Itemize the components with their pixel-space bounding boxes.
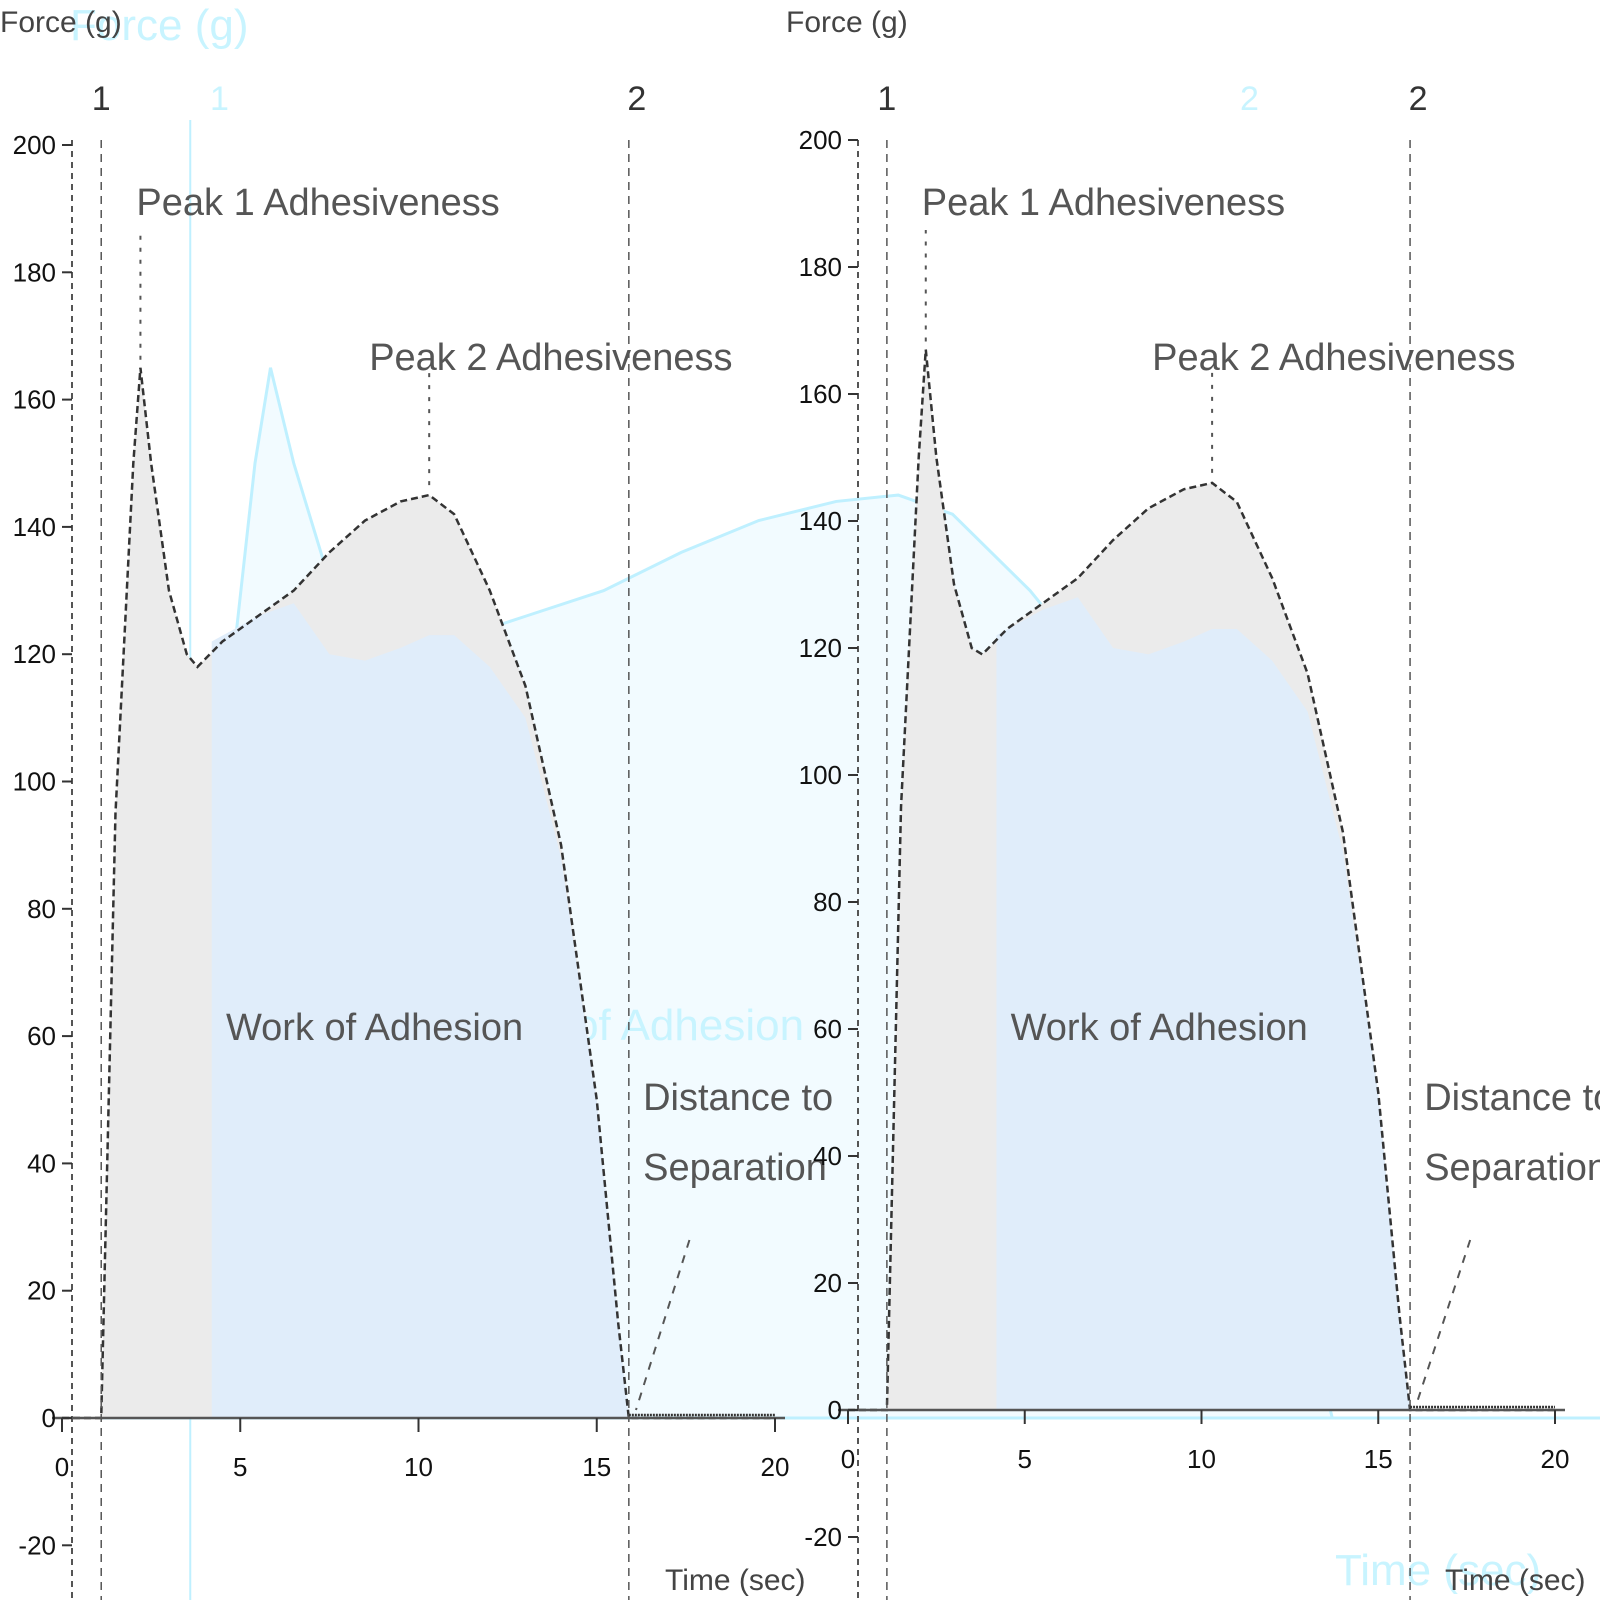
left-peak1-label: Peak 1 Adhesiveness bbox=[136, 182, 499, 224]
right-marker-1: 1 bbox=[877, 80, 896, 118]
left-marker-1: 1 bbox=[92, 80, 111, 118]
left-y-tick-label: 200 bbox=[13, 130, 56, 160]
left-x-tick-label: 10 bbox=[404, 1452, 433, 1482]
right-x-tick-label: 10 bbox=[1187, 1444, 1216, 1474]
left-distance-label-line2: Separation bbox=[643, 1147, 827, 1189]
left-y-tick-label: 0 bbox=[42, 1403, 56, 1433]
right-y-tick-label: 140 bbox=[799, 506, 842, 536]
right-y-tick-label: 200 bbox=[799, 125, 842, 155]
left-x-axis-title: Time (sec) bbox=[665, 1564, 806, 1597]
right-y-tick-label: -20 bbox=[804, 1522, 842, 1552]
left-distance-leader bbox=[635, 1239, 691, 1411]
right-x-tick-label: 15 bbox=[1364, 1444, 1393, 1474]
left-marker-2: 2 bbox=[627, 80, 646, 118]
right-peak2-label: Peak 2 Adhesiveness bbox=[1152, 337, 1515, 379]
ghost-y-axis-title: Force (g) bbox=[70, 1, 248, 50]
right-y-tick-label: 40 bbox=[813, 1141, 842, 1171]
left-panel: -20 0 20 40 60 80 100 120 140 160 180 200 0 5 10 15 20 1 2… bbox=[0, 6, 833, 1600]
right-distance-leader bbox=[1416, 1239, 1472, 1403]
left-x-tick-label: 0 bbox=[55, 1452, 69, 1482]
left-peak2-label: Peak 2 Adhesiveness bbox=[369, 337, 732, 379]
left-y-tick-label: 180 bbox=[13, 257, 56, 287]
right-y-tick-label: 0 bbox=[828, 1395, 842, 1425]
right-marker-2: 2 bbox=[1409, 80, 1428, 118]
ghost-x-axis-title: Time (sec) bbox=[1335, 1546, 1541, 1595]
right-work-label: Work of Adhesion bbox=[1011, 1007, 1308, 1049]
right-peak1-label: Peak 1 Adhesiveness bbox=[922, 182, 1285, 224]
left-y-tick-label: 60 bbox=[27, 1021, 56, 1051]
left-distance-label-line1: Distance to bbox=[643, 1077, 833, 1119]
left-y-tick-label: -20 bbox=[18, 1530, 56, 1560]
right-y-tick-label: 160 bbox=[799, 379, 842, 409]
ghost-marker-1: 1 bbox=[210, 80, 229, 118]
left-y-tick-label: 100 bbox=[13, 767, 56, 797]
left-y-tick-label: 120 bbox=[13, 639, 56, 669]
right-y-tick-label: 120 bbox=[799, 633, 842, 663]
right-x-axis-title: Time (sec) bbox=[1445, 1564, 1586, 1597]
right-x-tick-label: 20 bbox=[1541, 1444, 1570, 1474]
right-force-line bbox=[848, 349, 1555, 1412]
left-work-area bbox=[211, 603, 629, 1418]
left-x-tick-label: 15 bbox=[582, 1452, 611, 1482]
right-x-tick-label: 0 bbox=[841, 1444, 855, 1474]
left-x-tick-label: 5 bbox=[233, 1452, 247, 1482]
right-y-tick-label: 20 bbox=[813, 1268, 842, 1298]
ghost-marker-2: 2 bbox=[1240, 80, 1259, 118]
right-work-area bbox=[996, 597, 1411, 1410]
left-work-label: Work of Adhesion bbox=[226, 1007, 523, 1049]
right-y-axis-title: Force (g) bbox=[786, 6, 908, 39]
right-panel: -20 0 20 40 60 80 100 120 140 160 180 200 0 5 10 15 20 1 2… bbox=[786, 6, 1600, 1600]
left-force-line bbox=[62, 367, 775, 1420]
right-distance-label-line2: Separation bbox=[1424, 1147, 1600, 1189]
right-y-tick-label: 180 bbox=[799, 252, 842, 282]
left-y-axis-title: Force (g) bbox=[0, 6, 122, 39]
right-y-tick-label: 60 bbox=[813, 1014, 842, 1044]
right-x-tick-label: 5 bbox=[1018, 1444, 1032, 1474]
right-y-tick-label: 80 bbox=[813, 887, 842, 917]
left-y-tick-label: 40 bbox=[27, 1148, 56, 1178]
right-distance-label-line1: Distance to bbox=[1424, 1077, 1600, 1119]
left-x-tick-label: 20 bbox=[761, 1452, 790, 1482]
right-y-tick-label: 100 bbox=[799, 760, 842, 790]
left-y-tick-label: 20 bbox=[27, 1276, 56, 1306]
left-y-tick-label: 80 bbox=[27, 894, 56, 924]
left-y-tick-label: 160 bbox=[13, 385, 56, 415]
left-y-tick-label: 140 bbox=[13, 512, 56, 542]
